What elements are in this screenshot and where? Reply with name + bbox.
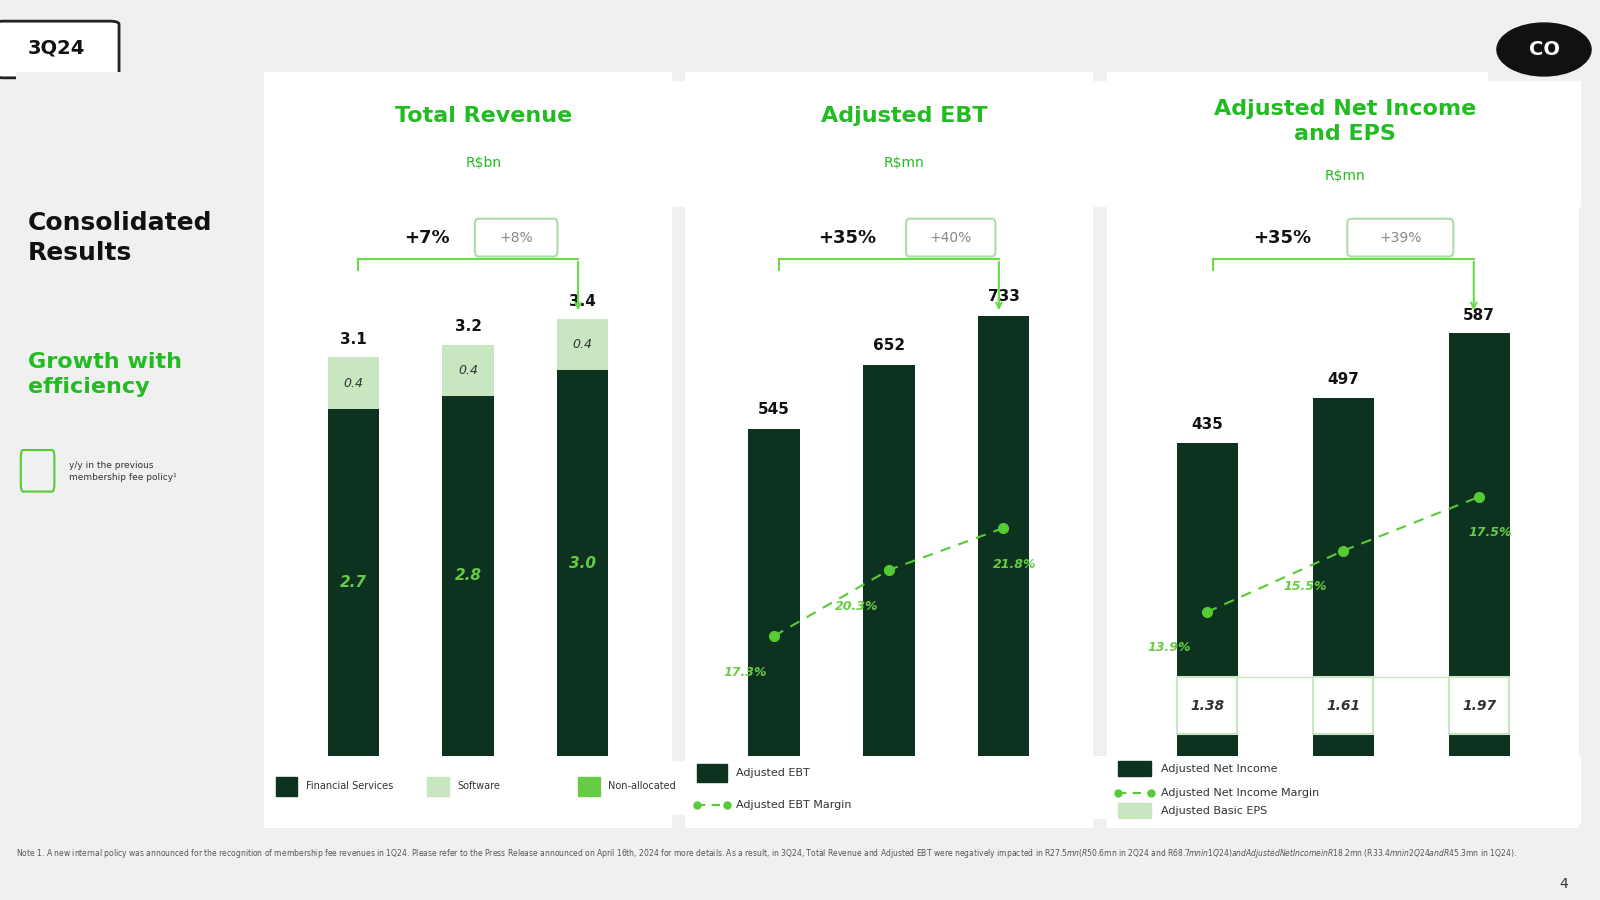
Text: Adjusted Basic EPS: Adjusted Basic EPS	[1160, 806, 1267, 815]
Text: Consolidated
Results: Consolidated Results	[29, 212, 213, 266]
FancyBboxPatch shape	[1178, 677, 1237, 734]
Text: 1.97: 1.97	[1462, 698, 1496, 713]
Text: Adjusted Net Income Margin: Adjusted Net Income Margin	[1160, 788, 1318, 798]
Text: Adjusted Net Income: Adjusted Net Income	[1160, 764, 1277, 774]
FancyBboxPatch shape	[1314, 677, 1373, 734]
FancyBboxPatch shape	[0, 21, 118, 78]
Text: 0.4: 0.4	[573, 338, 592, 351]
Text: 20.3%: 20.3%	[835, 600, 878, 613]
Bar	[427, 777, 448, 796]
Text: 3Q24: 3Q24	[27, 39, 85, 58]
Circle shape	[1498, 23, 1590, 76]
Text: 3.0: 3.0	[570, 555, 597, 571]
Bar	[328, 357, 379, 409]
Bar	[578, 777, 600, 796]
Text: 4: 4	[1560, 877, 1568, 891]
Text: 2.8: 2.8	[454, 569, 482, 583]
FancyBboxPatch shape	[1102, 65, 1584, 835]
Bar	[442, 345, 494, 396]
Bar	[557, 319, 608, 370]
Text: Adjusted EBT Margin: Adjusted EBT Margin	[736, 800, 851, 810]
Text: 21.8%: 21.8%	[994, 558, 1037, 571]
Text: 17.3%: 17.3%	[723, 666, 768, 679]
Text: 3.1: 3.1	[339, 332, 366, 347]
Text: Adjusted Net Income
and EPS: Adjusted Net Income and EPS	[1214, 99, 1475, 144]
Text: +7%: +7%	[403, 229, 450, 247]
Text: 3.4: 3.4	[570, 293, 597, 309]
Text: 0.4: 0.4	[344, 376, 363, 390]
FancyBboxPatch shape	[680, 65, 1098, 835]
Text: 1.38: 1.38	[1190, 698, 1224, 713]
Text: y/y in the previous
membership fee policy¹: y/y in the previous membership fee polic…	[69, 461, 176, 482]
Text: 3.2: 3.2	[454, 320, 482, 334]
Text: R$mn: R$mn	[1325, 168, 1365, 183]
Text: +8%: +8%	[499, 230, 533, 245]
Bar	[978, 316, 1029, 756]
Text: 435: 435	[1192, 417, 1222, 432]
Text: R$bn: R$bn	[466, 156, 501, 170]
FancyBboxPatch shape	[906, 219, 995, 256]
Bar	[749, 429, 800, 756]
Text: +39%: +39%	[1379, 230, 1421, 245]
Text: 652: 652	[872, 338, 906, 353]
Text: 497: 497	[1328, 373, 1358, 387]
Text: 733: 733	[987, 289, 1019, 304]
Text: 15.5%: 15.5%	[1283, 580, 1326, 592]
Text: 1.61: 1.61	[1326, 698, 1360, 713]
Bar	[442, 396, 494, 756]
FancyBboxPatch shape	[259, 65, 677, 835]
Bar	[696, 763, 726, 782]
FancyBboxPatch shape	[1347, 219, 1453, 256]
Text: 0.4: 0.4	[458, 364, 478, 377]
Bar	[1312, 398, 1374, 756]
Bar	[862, 364, 915, 756]
Text: Growth with
efficiency: Growth with efficiency	[29, 352, 182, 397]
Text: +35%: +35%	[1253, 229, 1310, 247]
Text: Note 1. A new internal policy was announced for the recognition of membership fe: Note 1. A new internal policy was announ…	[16, 847, 1517, 860]
Text: 545: 545	[758, 402, 790, 417]
Text: Software: Software	[458, 781, 501, 791]
Text: Adjusted EBT: Adjusted EBT	[821, 106, 987, 126]
Text: 2.7: 2.7	[339, 575, 366, 590]
FancyBboxPatch shape	[21, 450, 54, 491]
Bar	[275, 777, 298, 796]
Text: 587: 587	[1464, 308, 1494, 322]
Text: R$mn: R$mn	[883, 156, 925, 170]
Bar	[1118, 803, 1152, 818]
Text: 13.9%: 13.9%	[1147, 641, 1190, 653]
Bar	[1448, 333, 1510, 756]
FancyBboxPatch shape	[1450, 677, 1509, 734]
Text: 17.5%: 17.5%	[1469, 526, 1512, 538]
Text: Adjusted EBT: Adjusted EBT	[736, 768, 810, 778]
Text: CO: CO	[1528, 40, 1560, 59]
Bar	[557, 370, 608, 756]
Bar	[328, 409, 379, 756]
Text: Total Revenue: Total Revenue	[395, 106, 571, 126]
Text: Non-allocated: Non-allocated	[608, 781, 677, 791]
Text: +40%: +40%	[930, 230, 971, 245]
Bar	[1176, 443, 1238, 756]
Text: +35%: +35%	[819, 229, 877, 247]
Bar	[1118, 761, 1152, 776]
FancyBboxPatch shape	[475, 219, 557, 256]
Text: Financial Services: Financial Services	[306, 781, 394, 791]
